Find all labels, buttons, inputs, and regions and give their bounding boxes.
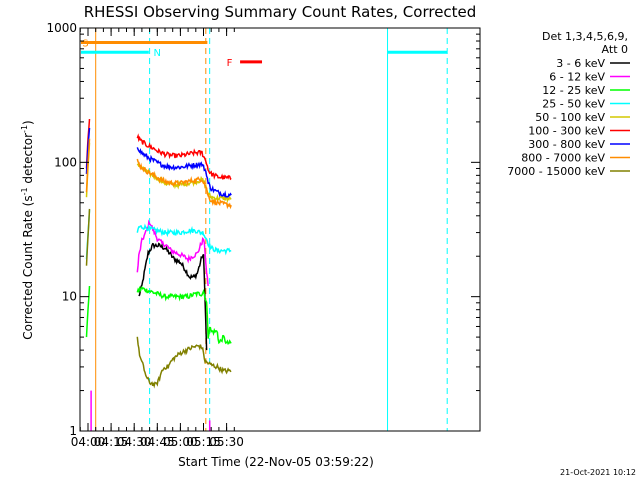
legend-label-8: 7000 - 15000 keV xyxy=(507,165,605,178)
x-tick-label-6: 05:30 xyxy=(209,435,244,449)
x-tick-label-0: 04:00 xyxy=(71,435,106,449)
series-0-segment-0 xyxy=(138,242,208,351)
series-6-segment-0 xyxy=(85,127,91,174)
x-tick-label-5: 05:15 xyxy=(186,435,221,449)
y-axis-title-sup2: -1 xyxy=(20,125,29,133)
observing-flag-bands: S N F xyxy=(81,38,448,69)
legend-header-0: Det 1,3,4,5,6,9, xyxy=(542,30,628,43)
legend-label-6: 300 - 800 keV xyxy=(528,138,605,151)
y-tick-label-2: 100 xyxy=(54,155,77,169)
x-tick-label-1: 04:15 xyxy=(94,435,129,449)
x-tick-label-4: 05:00 xyxy=(163,435,198,449)
y-tick-label-0: 1 xyxy=(69,424,77,438)
y-tick-label-1: 10 xyxy=(62,290,77,304)
series-7-segment-1 xyxy=(136,158,232,210)
flag-band-label-3: F xyxy=(227,58,233,69)
legend-header-1: Att 0 xyxy=(602,43,628,56)
y-axis-title-end: ) xyxy=(21,120,35,125)
series-1-segment-0 xyxy=(136,219,209,287)
x-axis-title: Start Time (22-Nov-05 03:59:22) xyxy=(178,455,374,469)
generation-timestamp: 21-Oct-2021 10:12 xyxy=(560,468,636,477)
y-axis-title-base: Corrected Count Rate (s xyxy=(21,195,35,339)
y-axis-title: Corrected Count Rate (s-1 detector-1) xyxy=(20,120,35,339)
series-8-segment-0 xyxy=(85,208,91,266)
y-axis-title-sup1: -1 xyxy=(20,187,29,195)
legend-label-0: 3 - 6 keV xyxy=(556,57,605,70)
count-rate-series xyxy=(85,118,232,431)
chart-title: RHESSI Observing Summary Count Rates, Co… xyxy=(84,3,477,21)
series-5-segment-1 xyxy=(136,133,232,181)
y-axis-title-mid: detector xyxy=(21,133,35,188)
legend-label-5: 100 - 300 keV xyxy=(528,125,605,138)
y-tick-label-3: 1000 xyxy=(46,21,77,35)
legend-label-3: 25 - 50 keV xyxy=(542,98,605,111)
x-tick-label-3: 04:45 xyxy=(140,435,175,449)
flag-band-label-0: S xyxy=(82,38,88,49)
flag-band-label-1: N xyxy=(153,48,160,59)
legend-label-1: 6 - 12 keV xyxy=(549,71,605,84)
series-6-segment-1 xyxy=(136,147,232,198)
series-2-segment-1 xyxy=(136,285,232,345)
plot-frame xyxy=(79,27,481,432)
y-axis-ticks: 1 10 100 1000 xyxy=(46,21,480,438)
legend-label-4: 50 - 100 keV xyxy=(535,111,605,124)
x-tick-label-2: 04:30 xyxy=(117,435,152,449)
legend-label-7: 800 - 7000 keV xyxy=(521,152,605,165)
series-8-segment-1 xyxy=(136,336,232,389)
legend-label-2: 12 - 25 keV xyxy=(542,84,605,97)
series-2-segment-0 xyxy=(85,285,91,338)
series-3-segment-1 xyxy=(136,223,232,256)
